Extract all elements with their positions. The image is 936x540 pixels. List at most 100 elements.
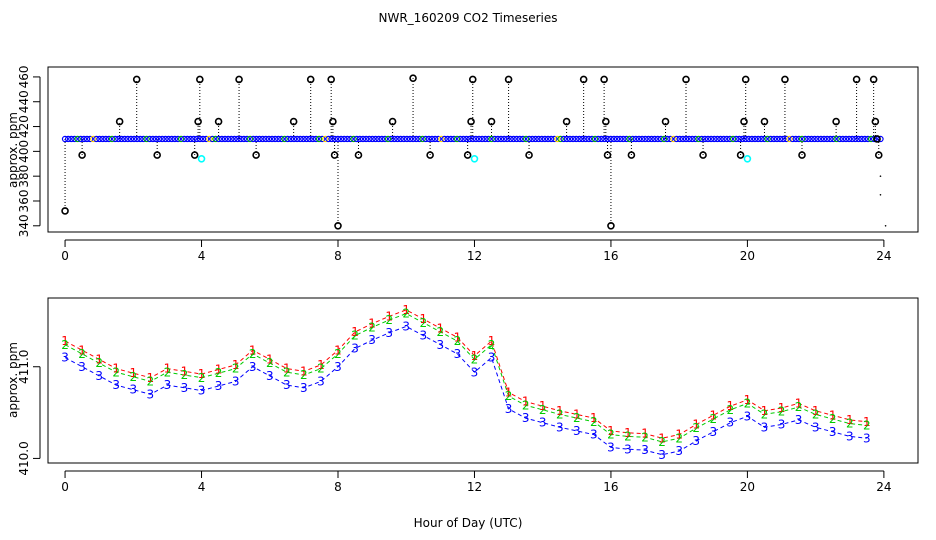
baseline-point [729, 135, 737, 143]
baseline-point [707, 135, 715, 143]
baseline-point [610, 135, 618, 143]
series-3-point: 3 [437, 338, 445, 352]
outlier-point [740, 117, 748, 126]
baseline-point [541, 135, 549, 143]
baseline-point [441, 135, 448, 143]
baseline-point [472, 135, 480, 143]
baseline-point [155, 135, 163, 143]
outlier-point [873, 135, 881, 143]
series-3-point: 3 [539, 416, 547, 430]
baseline-point [485, 135, 492, 143]
series-2-point: 2 [198, 371, 206, 385]
series-1-point: 1 [198, 367, 206, 381]
series-2-point: 2 [675, 431, 683, 445]
baseline-point [340, 135, 348, 143]
baseline-point [344, 135, 351, 143]
outlier-point [153, 151, 161, 159]
baseline-point [861, 135, 868, 143]
baseline-point [162, 135, 169, 143]
baseline-point [460, 135, 467, 143]
baseline-point [573, 135, 580, 143]
series-1-point: 1 [61, 334, 69, 348]
series-2-point: 2 [112, 365, 120, 379]
baseline-point [623, 135, 630, 143]
series-3-point: 3 [402, 319, 410, 333]
baseline-point [133, 135, 141, 143]
bottom-plot-frame [47, 297, 919, 464]
baseline-point [397, 135, 404, 143]
series-2-point: 2 [692, 421, 700, 435]
top-x-tick-label: 20 [740, 249, 755, 263]
baseline-point [742, 135, 749, 143]
baseline-point [118, 135, 125, 143]
series-2-point: 2 [164, 365, 172, 379]
baseline-point [193, 135, 200, 143]
series-3-point: 3 [727, 416, 735, 430]
series-1-point: 1 [812, 404, 820, 418]
series-2-point: 2 [761, 407, 769, 421]
series-1-point: 1 [829, 408, 837, 422]
series-3-point: 3 [266, 369, 274, 383]
bottom-x-tick-label: 24 [876, 480, 891, 494]
tail-dot [879, 175, 882, 177]
top-y-tick-label: 420 [17, 115, 31, 138]
baseline-point [670, 135, 677, 143]
baseline-point [739, 135, 746, 143]
outlier-point [468, 75, 477, 84]
outlier-point [190, 151, 199, 159]
baseline-point [184, 135, 191, 143]
baseline-point [303, 135, 310, 143]
baseline-point [256, 135, 263, 143]
baseline-point [532, 135, 539, 143]
baseline-point [660, 135, 668, 143]
series-2-point: 2 [522, 398, 530, 412]
series-3-point: 3 [709, 425, 717, 439]
baseline-point [849, 135, 856, 143]
baseline-point [96, 135, 103, 143]
baseline-point [576, 135, 583, 143]
baseline-point [362, 135, 370, 143]
baseline-point [795, 135, 803, 143]
baseline-point [275, 135, 282, 143]
baseline-point [159, 135, 166, 143]
baseline-point [259, 135, 266, 143]
outlier-point [602, 117, 610, 126]
series-1-point: 1 [846, 413, 854, 427]
series-1-point: 1 [232, 358, 240, 372]
baseline-point [463, 135, 470, 143]
baseline-point [435, 135, 442, 143]
baseline-point [535, 135, 542, 143]
baseline-point [64, 135, 72, 143]
baseline-point [547, 135, 555, 143]
series-3-point: 3 [590, 428, 598, 442]
baseline-point [384, 135, 392, 143]
baseline-point [306, 135, 313, 143]
series-1-point: 1 [658, 431, 666, 445]
baseline-point [554, 135, 561, 143]
baseline-point [394, 135, 401, 143]
series-1-point: 1 [95, 352, 103, 366]
baseline-point [130, 135, 138, 143]
tail-dot [879, 193, 882, 196]
baseline-point [419, 135, 426, 143]
series-3-point: 3 [368, 333, 376, 347]
baseline-point [77, 135, 84, 143]
baseline-point [149, 135, 157, 143]
baseline-point [431, 135, 439, 143]
top-y-tick-label: 460 [17, 65, 31, 88]
series-2-point: 2 [283, 365, 291, 379]
series-1-point: 1 [675, 428, 683, 442]
baseline-point [74, 135, 81, 143]
baseline-point [770, 135, 778, 143]
baseline-point [80, 135, 88, 143]
bottom-x-tick-label: 12 [467, 480, 482, 494]
series-2-point: 2 [300, 368, 308, 382]
series-1-point: 1 [522, 395, 530, 409]
baseline-point [168, 135, 175, 143]
series-1-point: 1 [300, 364, 308, 378]
series-3-point: 3 [744, 409, 752, 423]
baseline-point [701, 135, 709, 143]
